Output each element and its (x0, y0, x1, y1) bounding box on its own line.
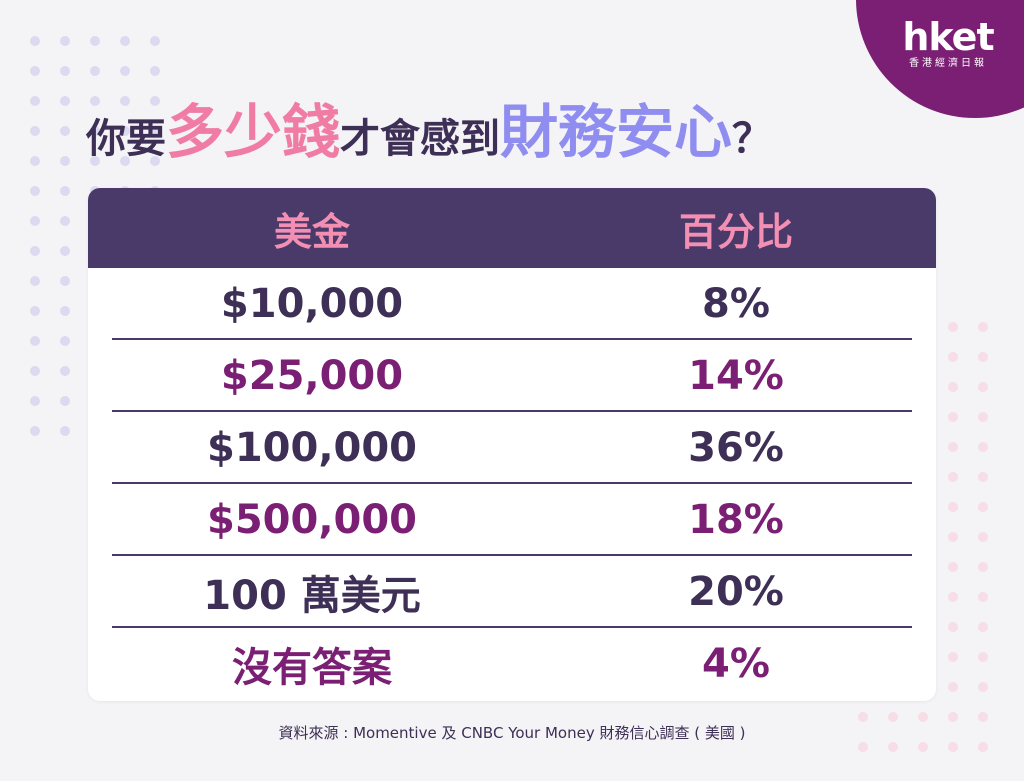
percent-cell: 36% (688, 425, 784, 471)
source-note: 資料來源 : Momentive 及 CNBC Your Money 財務信心調… (278, 724, 746, 742)
amount-cell: 100 萬美元 (203, 573, 421, 619)
percent-cell: 20% (688, 569, 784, 615)
column-header-percent: 百分比 (678, 209, 793, 254)
table-row: $25,000 14% (88, 340, 936, 412)
amount-cell: $25,000 (220, 353, 404, 399)
column-header-amount: 美金 (273, 209, 350, 254)
table-header: 美金 百分比 (88, 188, 936, 268)
table-row: $10,000 8% (88, 268, 936, 340)
title-highlight-amount: 多少錢 (166, 98, 341, 166)
page-title: 你要多少錢才會感到財務安心？ (86, 92, 946, 172)
survey-table: 美金 百分比 $10,000 8% $25,000 14% $100,000 3… (88, 188, 936, 701)
logo-subtitle: 香港經濟日報 (909, 58, 987, 69)
title-highlight-security: 財務安心 (500, 98, 733, 166)
table-row: 沒有答案 4% (88, 628, 936, 700)
table-row: $500,000 18% (88, 484, 936, 556)
amount-cell: $500,000 (206, 497, 418, 543)
percent-cell: 14% (688, 353, 784, 399)
percent-cell: 4% (702, 641, 770, 687)
table-row: $100,000 36% (88, 412, 936, 484)
percent-cell: 8% (702, 281, 770, 327)
logo-wordmark: hket (902, 15, 994, 59)
amount-cell: $10,000 (220, 281, 404, 327)
title-part-1: 你要 (86, 116, 166, 162)
title-question-mark: ？ (732, 116, 773, 162)
percent-cell: 18% (688, 497, 784, 543)
title-part-3: 才會感到 (340, 116, 501, 162)
table-row: 100 萬美元 20% (88, 556, 936, 628)
amount-cell: 沒有答案 (232, 645, 392, 691)
amount-cell: $100,000 (206, 425, 418, 471)
hket-logo: hket 香港經濟日報 (893, 16, 1003, 70)
